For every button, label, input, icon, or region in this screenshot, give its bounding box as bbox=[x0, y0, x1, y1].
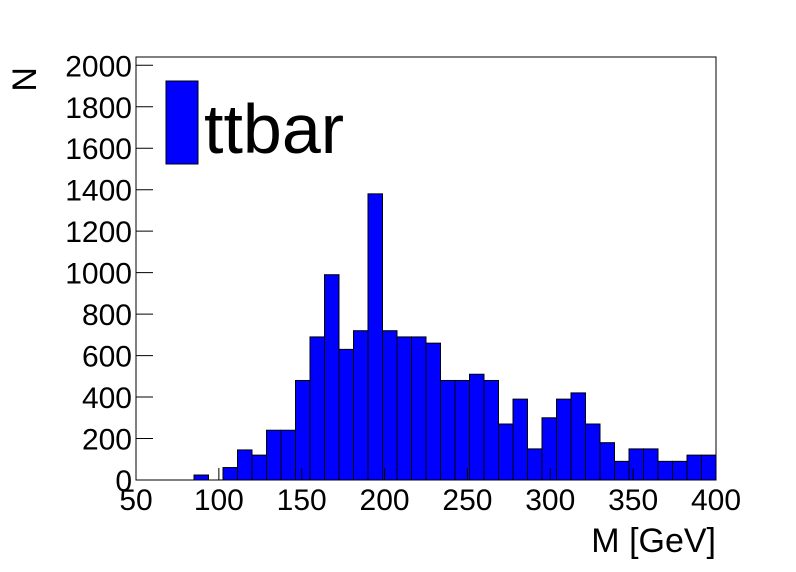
plot-frame bbox=[135, 56, 717, 481]
bar bbox=[454, 379, 470, 481]
y-tick-label: 0 bbox=[115, 465, 132, 498]
y-tick-label: 1200 bbox=[65, 216, 132, 249]
bar bbox=[382, 330, 398, 481]
x-axis-label: M [GeV] bbox=[591, 522, 716, 560]
bar bbox=[657, 460, 673, 481]
bar bbox=[570, 392, 586, 481]
bar bbox=[541, 417, 557, 481]
bar bbox=[672, 460, 688, 481]
bar bbox=[440, 379, 456, 481]
legend-swatch bbox=[165, 80, 199, 165]
x-tick-label: 150 bbox=[277, 484, 327, 517]
bar bbox=[498, 423, 514, 481]
x-tick-label: 100 bbox=[194, 484, 244, 517]
bar bbox=[237, 449, 253, 481]
bar bbox=[396, 336, 412, 481]
x-tick-label: 250 bbox=[442, 484, 492, 517]
y-tick-label: 800 bbox=[82, 299, 132, 332]
bar bbox=[411, 336, 427, 481]
y-tick-label: 200 bbox=[82, 424, 132, 457]
y-tick-label: 1400 bbox=[65, 175, 132, 208]
bar bbox=[469, 373, 485, 481]
bar bbox=[324, 274, 340, 481]
y-tick-label: 1000 bbox=[65, 258, 132, 291]
bar bbox=[222, 467, 238, 481]
bar bbox=[599, 442, 615, 481]
legend-label: ttbar bbox=[204, 90, 344, 168]
bar bbox=[701, 454, 717, 481]
y-tick-label: 1800 bbox=[65, 92, 132, 125]
bar bbox=[251, 454, 267, 481]
bar bbox=[483, 379, 499, 481]
bar bbox=[585, 423, 601, 481]
x-tick-label: 300 bbox=[525, 484, 575, 517]
y-tick-label: 2000 bbox=[65, 50, 132, 83]
y-tick-label: 400 bbox=[82, 382, 132, 415]
bar bbox=[193, 474, 209, 481]
bar bbox=[353, 330, 369, 481]
bar bbox=[512, 398, 528, 481]
bar bbox=[686, 454, 702, 481]
bar bbox=[295, 379, 311, 481]
x-tick-label: 50 bbox=[119, 484, 152, 517]
bar bbox=[643, 448, 659, 481]
x-tick-label: 200 bbox=[360, 484, 410, 517]
y-tick-label: 600 bbox=[82, 341, 132, 374]
bar bbox=[614, 460, 630, 481]
bar bbox=[367, 193, 383, 481]
bar bbox=[527, 448, 543, 481]
y-axis-label: N bbox=[6, 67, 44, 92]
bar bbox=[556, 398, 572, 481]
x-tick-label: 350 bbox=[608, 484, 658, 517]
bar bbox=[628, 448, 644, 481]
bar bbox=[309, 336, 325, 481]
bar bbox=[266, 429, 282, 481]
x-tick-label: 400 bbox=[691, 484, 741, 517]
bar bbox=[338, 348, 354, 481]
y-tick-label: 1600 bbox=[65, 133, 132, 166]
bar bbox=[280, 429, 296, 481]
bar bbox=[425, 342, 441, 481]
